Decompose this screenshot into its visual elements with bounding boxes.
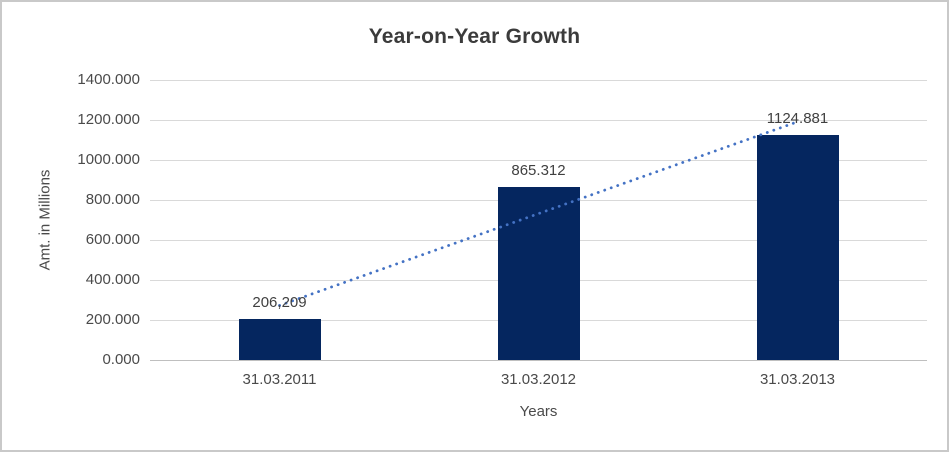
bar-31.03.2012[interactable]	[497, 186, 580, 360]
y-tick-label: 0.000	[102, 351, 140, 368]
y-tick-label: 1000.000	[77, 151, 140, 168]
y-tick-label: 1200.000	[77, 111, 140, 128]
chart-title: Year-on-Year Growth	[368, 25, 581, 48]
bar-31.03.2011[interactable]	[238, 318, 321, 360]
y-tick-label: 200.000	[85, 311, 140, 328]
y-tick-label: 800.000	[85, 191, 140, 208]
x-tick-label: 31.03.2013	[759, 371, 836, 388]
gridline	[150, 80, 927, 81]
y-tick-label: 600.000	[85, 231, 140, 248]
x-axis-line	[150, 360, 927, 361]
y-tick-label: 1400.000	[77, 71, 140, 88]
bar-value-label: 1124.881	[766, 110, 829, 128]
bar-31.03.2013[interactable]	[756, 135, 839, 360]
bar-value-label: 206,209	[252, 293, 307, 311]
trendline[interactable]	[278, 120, 799, 307]
x-tick-label: 31.03.2011	[242, 371, 317, 388]
x-tick-label: 31.03.2012	[500, 371, 577, 388]
y-tick-label: 400.000	[85, 271, 140, 288]
x-axis-title: Years	[519, 403, 558, 420]
gridline	[150, 160, 927, 161]
bar-value-label: 865.312	[511, 161, 566, 179]
gridline	[150, 120, 927, 121]
